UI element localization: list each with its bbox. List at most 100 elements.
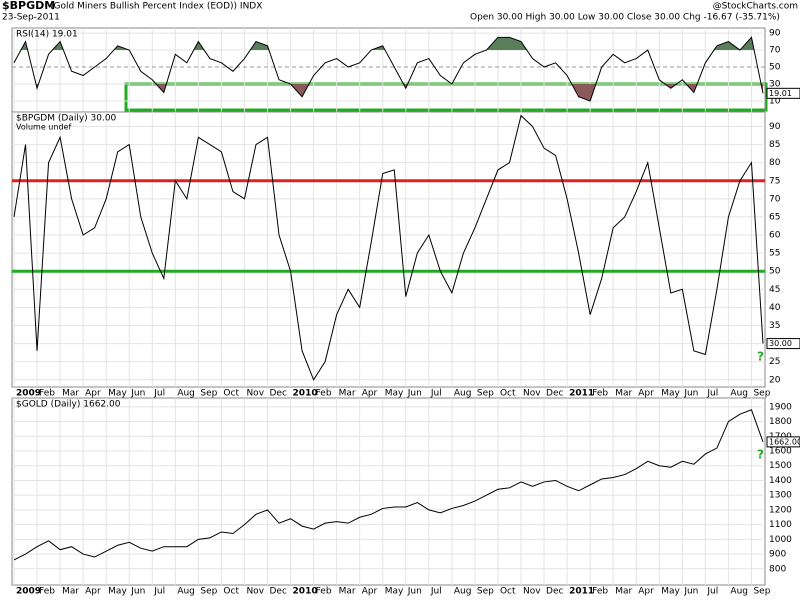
x-tick-label: Jul bbox=[706, 587, 718, 597]
x-tick-label: Nov bbox=[523, 587, 541, 597]
x-tick-label: Mar bbox=[62, 587, 79, 597]
x-tick-label: Sep bbox=[477, 587, 494, 597]
panel-frame bbox=[11, 111, 766, 388]
y-tick-label: 40 bbox=[769, 303, 781, 313]
x-tick-label: Jun bbox=[683, 389, 698, 399]
panel-label: $BPGDM (Daily) 30.00 bbox=[16, 114, 117, 124]
x-tick-label: Dec bbox=[270, 389, 287, 399]
last-value-box bbox=[766, 338, 800, 350]
x-tick-label: Apr bbox=[362, 587, 378, 597]
x-tick-label: Aug bbox=[177, 389, 195, 399]
x-tick-label: Mar bbox=[339, 587, 356, 597]
annotation: ? bbox=[757, 350, 764, 364]
x-tick-label: Jul bbox=[153, 587, 165, 597]
x-tick-label: Nov bbox=[246, 389, 264, 399]
y-tick-label: 1100 bbox=[769, 520, 792, 530]
last-value-label: 1662.00 bbox=[769, 437, 800, 446]
x-tick-label: Oct bbox=[223, 587, 239, 597]
y-tick-label: 90 bbox=[769, 122, 781, 132]
subtitle: (Gold Miners Bullish Percent Index (EOD)… bbox=[50, 2, 262, 12]
y-tick-label: 55 bbox=[769, 249, 780, 259]
x-tick-label: Dec bbox=[270, 587, 287, 597]
symbol: $BPGDM bbox=[2, 0, 55, 12]
x-tick-label: Aug bbox=[730, 389, 748, 399]
x-tick-label: Aug bbox=[177, 587, 195, 597]
x-tick-label: Feb bbox=[316, 389, 332, 399]
x-tick-label: Jun bbox=[407, 389, 422, 399]
x-tick-label: Sep bbox=[200, 587, 217, 597]
y-tick-label: 1200 bbox=[769, 505, 792, 515]
x-tick-label: Feb bbox=[39, 587, 55, 597]
x-tick-label: Apr bbox=[362, 389, 378, 399]
x-tick-label: Oct bbox=[223, 389, 239, 399]
x-tick-label: 2010 bbox=[293, 389, 318, 399]
x-tick-label: May bbox=[385, 587, 404, 597]
y-tick-label: 30 bbox=[769, 80, 781, 90]
panel-frame bbox=[11, 397, 766, 586]
x-tick-label: May bbox=[385, 389, 404, 399]
x-tick-label: Feb bbox=[592, 587, 608, 597]
y-tick-label: 10 bbox=[769, 96, 781, 106]
y-tick-label: 85 bbox=[769, 140, 780, 150]
date: 23-Sep-2011 bbox=[2, 13, 60, 23]
x-tick-label: May bbox=[108, 389, 127, 399]
x-tick-label: Jul bbox=[430, 389, 442, 399]
last-value-box bbox=[766, 87, 800, 99]
y-tick-label: 75 bbox=[769, 176, 780, 186]
x-tick-label: Mar bbox=[62, 389, 79, 399]
x-tick-label: May bbox=[108, 587, 127, 597]
x-tick-label: Apr bbox=[638, 389, 654, 399]
y-tick-label: 800 bbox=[769, 564, 786, 574]
x-tick-label: Jul bbox=[706, 389, 718, 399]
x-tick-label: Nov bbox=[523, 389, 541, 399]
x-tick-label: Mar bbox=[615, 587, 632, 597]
x-tick-label: Dec bbox=[546, 587, 563, 597]
y-tick-label: 60 bbox=[769, 231, 781, 241]
y-tick-label: 1300 bbox=[769, 491, 792, 501]
x-tick-label: Jun bbox=[130, 587, 145, 597]
y-tick-label: 65 bbox=[769, 212, 780, 222]
x-tick-label: Jun bbox=[407, 587, 422, 597]
y-tick-label: 1800 bbox=[769, 417, 792, 427]
x-tick-label: Aug bbox=[730, 587, 748, 597]
last-value-box bbox=[766, 436, 800, 448]
rsi-fill bbox=[14, 84, 763, 101]
y-tick-label: 1400 bbox=[769, 476, 792, 486]
y-tick-label: 90 bbox=[769, 29, 781, 39]
price-line bbox=[13, 114, 764, 381]
y-tick-label: 80 bbox=[769, 158, 781, 168]
y-tick-label: 50 bbox=[769, 63, 781, 73]
x-tick-label: Sep bbox=[753, 587, 770, 597]
y-tick-label: 1000 bbox=[769, 535, 792, 545]
y-tick-label: 25 bbox=[769, 357, 780, 367]
x-tick-label: Sep bbox=[753, 389, 770, 399]
panel-label: RSI(14) 19.01 bbox=[16, 30, 78, 40]
y-tick-label: 35 bbox=[769, 321, 780, 331]
x-tick-label: Apr bbox=[85, 389, 101, 399]
x-tick-label: Oct bbox=[500, 389, 516, 399]
x-tick-label: Jul bbox=[430, 587, 442, 597]
y-tick-label: 70 bbox=[769, 194, 781, 204]
x-tick-label: 2010 bbox=[293, 587, 318, 597]
price-line bbox=[13, 409, 764, 561]
x-tick-label: Aug bbox=[454, 587, 472, 597]
last-value-label: 19.01 bbox=[769, 89, 792, 98]
y-tick-label: 1600 bbox=[769, 447, 792, 457]
x-tick-label: 2011 bbox=[569, 587, 594, 597]
x-tick-label: May bbox=[661, 389, 680, 399]
x-tick-label: Feb bbox=[316, 587, 332, 597]
y-tick-label: 45 bbox=[769, 285, 780, 295]
x-tick-label: Nov bbox=[246, 587, 264, 597]
x-tick-label: Mar bbox=[339, 389, 356, 399]
x-tick-label: Jun bbox=[130, 389, 145, 399]
x-tick-label: Mar bbox=[615, 389, 632, 399]
annotation: ? bbox=[757, 448, 764, 462]
y-tick-label: 1500 bbox=[769, 461, 792, 471]
x-tick-label: Dec bbox=[546, 389, 563, 399]
x-tick-label: Sep bbox=[477, 389, 494, 399]
y-tick-label: 20 bbox=[769, 375, 781, 385]
panel-label: $GOLD (Daily) 1662.00 bbox=[16, 400, 121, 410]
x-tick-label: 2009 bbox=[16, 587, 41, 597]
x-tick-label: Apr bbox=[638, 587, 654, 597]
